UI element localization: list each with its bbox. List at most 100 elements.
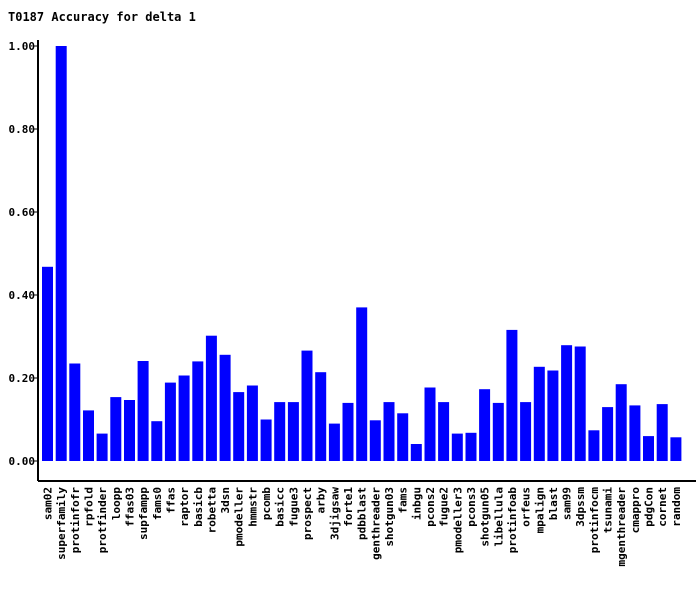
x-tick-label: sam99 [561, 487, 574, 520]
bar [438, 402, 450, 461]
x-tick-label: raptor [178, 487, 191, 527]
y-tick-label: 0.00 [9, 455, 36, 468]
bar [96, 433, 108, 461]
y-tick-label: 0.60 [9, 206, 36, 219]
bar [602, 407, 614, 461]
bar [574, 346, 586, 461]
bar [69, 363, 81, 461]
x-tick-label: prospect [301, 487, 314, 540]
bar [369, 420, 381, 461]
x-tick-label: 3djigsaw [328, 487, 341, 540]
bar [83, 410, 94, 461]
bar [124, 400, 135, 461]
x-tick-label: orfeus [520, 487, 533, 527]
x-tick-label: protinfocm [588, 487, 601, 554]
bar [233, 392, 245, 461]
bar [55, 46, 67, 461]
x-tick-label: basicb [192, 487, 205, 527]
bar [219, 354, 231, 461]
bar [205, 335, 217, 461]
x-tick-label: pcons3 [465, 487, 478, 527]
x-tick-label: pdbblast [356, 487, 369, 540]
bar [670, 437, 682, 461]
x-tick-label: pcons2 [424, 487, 437, 527]
x-tick-label: sam02 [42, 487, 55, 520]
x-tick-label: genthreader [369, 487, 382, 560]
x-axis: sam02 superfamily protinfofr rpfold protfind… [38, 480, 696, 567]
x-tick-label: mpalign [533, 487, 546, 533]
x-tick-label: rpfold [83, 487, 96, 527]
x-tick-label: fams0 [151, 487, 164, 520]
bar [274, 402, 286, 461]
x-tick-label: hmmstr [246, 487, 259, 527]
x-tick-label: protinfoab [506, 487, 519, 554]
bar [260, 419, 272, 461]
bar [356, 307, 368, 461]
x-tick-label: protinfofr [69, 487, 82, 554]
x-tick-label: random [670, 487, 683, 527]
bar [533, 366, 545, 461]
bar [424, 387, 436, 461]
bar [656, 404, 668, 461]
bar [342, 402, 354, 461]
bar [643, 436, 654, 461]
x-tick-label: cornet [656, 487, 669, 527]
bar [110, 397, 122, 461]
y-tick-label: 1.00 [9, 40, 36, 53]
x-tick-label: protfinder [96, 487, 109, 554]
x-tick-label: 3dpssm [574, 487, 587, 527]
x-tick-label: inbgu [410, 487, 423, 520]
x-tick-label: forte1 [342, 487, 355, 527]
y-tick-label: 0.20 [9, 372, 36, 385]
x-tick-label: fugue3 [287, 487, 300, 527]
y-axis: 0.00 0.20 0.40 0.60 0.80 1.00 [9, 40, 39, 481]
x-tick-label: pdgCon [643, 487, 656, 527]
x-tick-label: mgenthreader [615, 487, 628, 567]
y-tick-label: 0.80 [9, 123, 36, 136]
bar [615, 384, 627, 461]
x-tick-label: cmappro [629, 487, 642, 534]
x-tick-label: pcomb [260, 487, 273, 520]
bar [301, 350, 313, 461]
x-tick-label: ffas [164, 487, 177, 514]
bar [397, 413, 409, 461]
y-tick-label: 0.40 [9, 289, 36, 302]
bar [492, 402, 504, 461]
bar [164, 382, 176, 461]
x-tick-label: shotgun05 [479, 487, 492, 547]
x-tick-label: 3dsn [219, 487, 232, 514]
bar [479, 389, 491, 461]
bar [588, 430, 600, 461]
bar [315, 372, 327, 461]
x-tick-label: superfamily [55, 487, 68, 560]
bar [42, 266, 53, 461]
bar [561, 345, 573, 461]
bar [465, 432, 477, 461]
x-tick-label: pmodeller [233, 487, 246, 547]
bar [520, 402, 532, 461]
x-tick-label: fugue2 [438, 487, 451, 527]
x-tick-label: tsunami [602, 487, 615, 534]
x-tick-label: supfampp [137, 487, 150, 540]
x-tick-label: arby [315, 487, 328, 514]
x-tick-label: blast [547, 487, 560, 520]
x-tick-label: shotgun03 [383, 487, 396, 547]
bar [410, 444, 422, 461]
bar [287, 402, 299, 461]
x-tick-label: pmodeller3 [451, 487, 464, 553]
bar [137, 361, 149, 461]
x-tick-label: ffas03 [124, 487, 137, 527]
bar [246, 385, 258, 461]
bar [192, 361, 204, 461]
bar [178, 375, 190, 461]
bar [451, 433, 463, 461]
bar [629, 405, 641, 461]
bar [547, 370, 559, 461]
bar [328, 423, 340, 461]
x-tick-label: basicc [274, 487, 287, 527]
x-tick-label: libellula [492, 487, 505, 547]
bar [383, 402, 395, 461]
bar [506, 329, 518, 461]
bars [42, 46, 682, 461]
